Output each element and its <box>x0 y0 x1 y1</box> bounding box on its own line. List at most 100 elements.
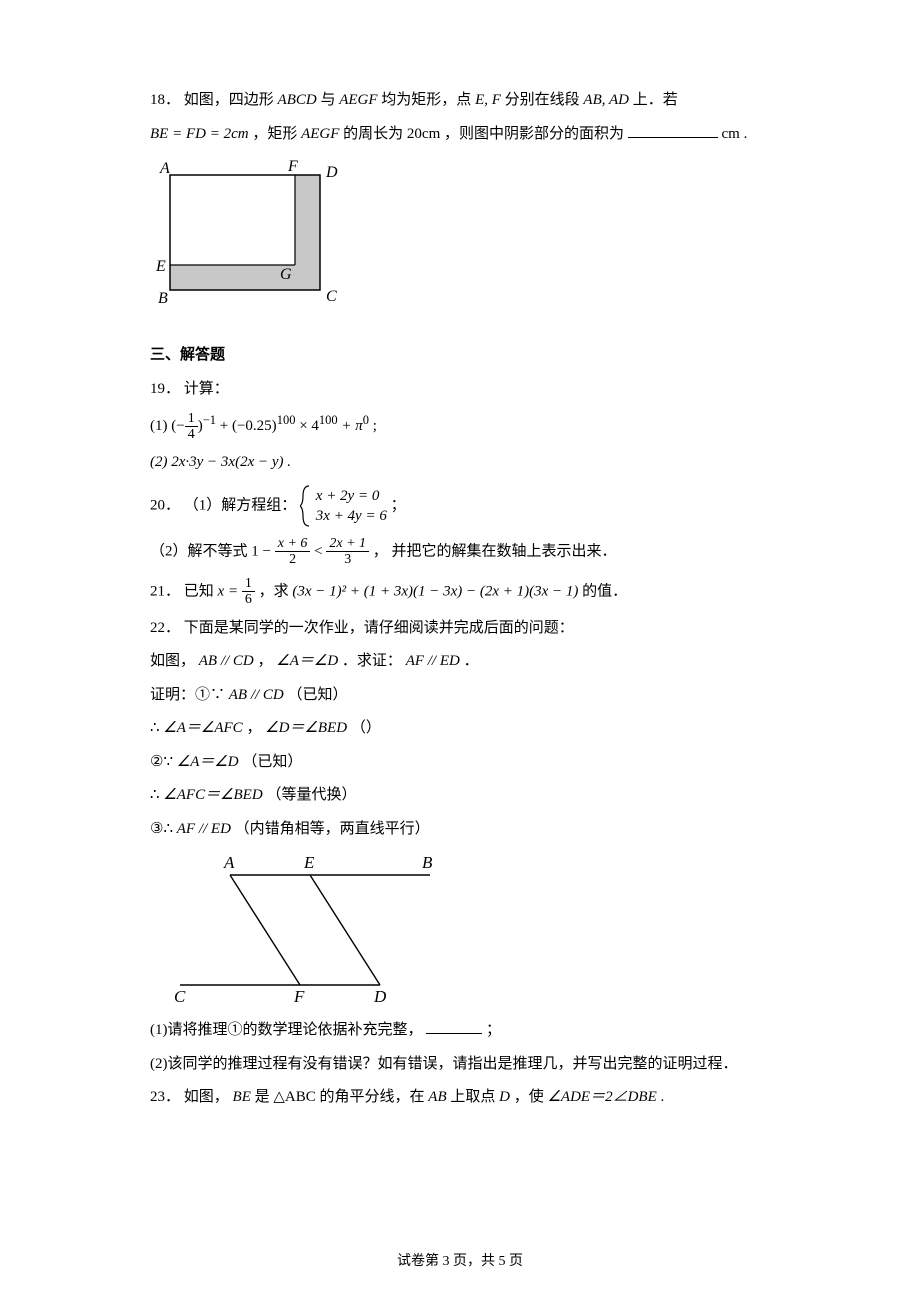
svg-text:C: C <box>326 288 337 305</box>
q18-t1: 如图，四边形 <box>184 92 274 108</box>
q22-l2d: ∠A＝∠D <box>276 653 338 669</box>
q22-l7a: ③∴ <box>150 821 173 837</box>
q21-num: 21． <box>150 583 180 599</box>
q23-t7: 上取点 <box>450 1089 495 1105</box>
q23-t3: 是 <box>255 1089 270 1105</box>
page-footer: 试卷第 3 页，共 5 页 <box>0 1250 920 1274</box>
q19-p2t: (2) 2x·3y − 3x(2x − y) . <box>150 454 291 470</box>
q21-t1: 已知 <box>184 583 214 599</box>
q22-l2a: 如图， <box>150 653 195 669</box>
q19-sup3: 100 <box>319 413 338 427</box>
q23: 23． 如图， BE 是 △ABC 的角平分线，在 AB 上取点 D ，使 ∠A… <box>150 1085 770 1111</box>
q19-p1c: + (−0.25) <box>216 418 277 434</box>
q19-p1d: × 4 <box>295 418 318 434</box>
q22-l7b: AF // ED <box>177 821 231 837</box>
q22-blank <box>426 1018 482 1034</box>
q22-l3: 证明：①∵ AB // CD （已知） <box>150 683 770 709</box>
q21-frac: 16 <box>242 576 255 608</box>
q22-l4: ∴ ∠A＝∠AFC ， ∠D＝∠BED （） <box>150 716 770 742</box>
q22-l5a: ②∵ <box>150 754 173 770</box>
q18-blank <box>628 122 718 138</box>
q19-sup1: −1 <box>203 413 216 427</box>
q22-l7c: （内错角相等，两直线平行） <box>235 821 430 837</box>
q22-l6: ∴ ∠AFC＝∠BED （等量代换） <box>150 783 770 809</box>
q22-l5c: （已知） <box>242 754 302 770</box>
q20-p1: 20． （1）解方程组： x + 2y = 0 3x + 4y = 6 ； <box>150 484 770 528</box>
q22-l1t: 下面是某同学的一次作业，请仔细阅读并完成后面的问题： <box>184 620 574 636</box>
q20-f1: x + 62 <box>275 536 311 568</box>
q22-l2: 如图， AB // CD ， ∠A＝∠D ．求证： AF // ED ． <box>150 649 770 675</box>
q20-t2c: ， 并把它的解集在数轴上表示出来． <box>373 543 617 559</box>
q19-p1: (1) (−14)−1 + (−0.25)100 × 4100 + π0 ; <box>150 410 770 442</box>
svg-text:D: D <box>325 164 338 181</box>
q21: 21． 已知 x = 16 ，求 (3x − 1)² + (1 + 3x)(1 … <box>150 576 770 608</box>
q22-l2f: AF // ED <box>406 653 460 669</box>
q22-l6b: ∠AFC＝∠BED <box>163 787 262 803</box>
q19-t: 计算： <box>184 381 229 397</box>
q21-expr: (3x − 1)² + (1 + 3x)(1 − 3x) − (2x + 1)(… <box>292 583 578 599</box>
fig2: A E B C F D <box>170 850 770 1010</box>
q20-p2: （2）解不等式 1 − x + 62 < 2x + 13 ， 并把它的解集在数轴… <box>150 536 770 568</box>
q18-t2: 与 <box>320 92 335 108</box>
svg-text:D: D <box>373 987 387 1006</box>
svg-text:B: B <box>422 853 433 872</box>
q22-p1: (1)请将推理①的数学理论依据补充完整， ； <box>150 1018 770 1044</box>
q22-l3a: 证明：①∵ <box>150 687 225 703</box>
section3-head: 三、解答题 <box>150 343 770 369</box>
q21-xeq: x = <box>218 583 239 599</box>
q18-l2c: AEGF <box>301 126 339 142</box>
q18-ab: AB, AD <box>583 92 629 108</box>
q22-p2: (2)该同学的推理过程有没有错误？如有错误，请指出是推理几，并写出完整的证明过程… <box>150 1052 770 1078</box>
svg-text:G: G <box>280 266 292 283</box>
q22-l2c: ， <box>258 653 273 669</box>
q22-l6a: ∴ <box>150 787 160 803</box>
svg-text:E: E <box>303 853 315 872</box>
q20-t1: （1）解方程组： <box>184 497 297 513</box>
q22-l2e: ．求证： <box>342 653 402 669</box>
q23-t2: BE <box>233 1089 251 1105</box>
q18-t5: 上．若 <box>633 92 678 108</box>
q22-p2t: (2)该同学的推理过程有没有错误？如有错误，请指出是推理几，并写出完整的证明过程… <box>150 1056 738 1072</box>
q19-p2: (2) 2x·3y − 3x(2x − y) . <box>150 450 770 476</box>
q22-p1b: ； <box>486 1022 501 1038</box>
q22-l4c: ， <box>246 720 261 736</box>
q18-unit: cm . <box>722 126 748 142</box>
q22-l6c: （等量代换） <box>266 787 356 803</box>
q22-l7: ③∴ AF // ED （内错角相等，两直线平行） <box>150 817 770 843</box>
q20-lt: < <box>314 543 326 559</box>
q22-l5: ②∵ ∠A＝∠D （已知） <box>150 750 770 776</box>
q22-l4a: ∴ <box>150 720 160 736</box>
q18-ef: E, F <box>475 92 501 108</box>
q22-p1t: (1)请将推理①的数学理论依据补充完整， <box>150 1022 423 1038</box>
q22-l4e: （） <box>351 720 381 736</box>
q19-p1a: (1) (− <box>150 418 185 434</box>
q19-p1f: ; <box>369 418 377 434</box>
q18-t3: 均为矩形，点 <box>381 92 471 108</box>
q20-f2: 2x + 13 <box>326 536 369 568</box>
q23-t11: . <box>661 1089 665 1105</box>
fig1: A F D E G B C <box>150 155 770 315</box>
q20-system: x + 2y = 0 3x + 4y = 6 <box>316 486 387 527</box>
q23-t5: 的角平分线，在 <box>320 1089 425 1105</box>
q20-eq2: 3x + 4y = 6 <box>316 506 387 526</box>
q21-t3: 的值． <box>582 583 627 599</box>
svg-text:F: F <box>293 987 305 1006</box>
q22-l5b: ∠A＝∠D <box>177 754 239 770</box>
svg-text:F: F <box>287 158 298 175</box>
q23-num: 23． <box>150 1089 180 1105</box>
q22-num: 22． <box>150 620 180 636</box>
svg-text:A: A <box>159 160 170 177</box>
q20-tail1: ； <box>391 497 406 513</box>
q20-t2a: （2）解不等式 <box>150 543 248 559</box>
q19-p1e: + π <box>338 418 363 434</box>
svg-text:E: E <box>155 258 166 275</box>
svg-text:B: B <box>158 290 168 307</box>
q18-l2e: 20cm <box>407 126 440 142</box>
page: 18． 如图，四边形 ABCD 与 AEGF 均为矩形，点 E, F 分别在线段… <box>0 0 920 1302</box>
q20-num: 20． <box>150 497 180 513</box>
q19-sup2: 100 <box>277 413 296 427</box>
q23-t10: ∠ADE＝2∠DBE <box>547 1089 656 1105</box>
q19-head: 19． 计算： <box>150 377 770 403</box>
q23-t8: D <box>499 1089 510 1105</box>
q18-l2a: BE = FD = 2cm <box>150 126 249 142</box>
